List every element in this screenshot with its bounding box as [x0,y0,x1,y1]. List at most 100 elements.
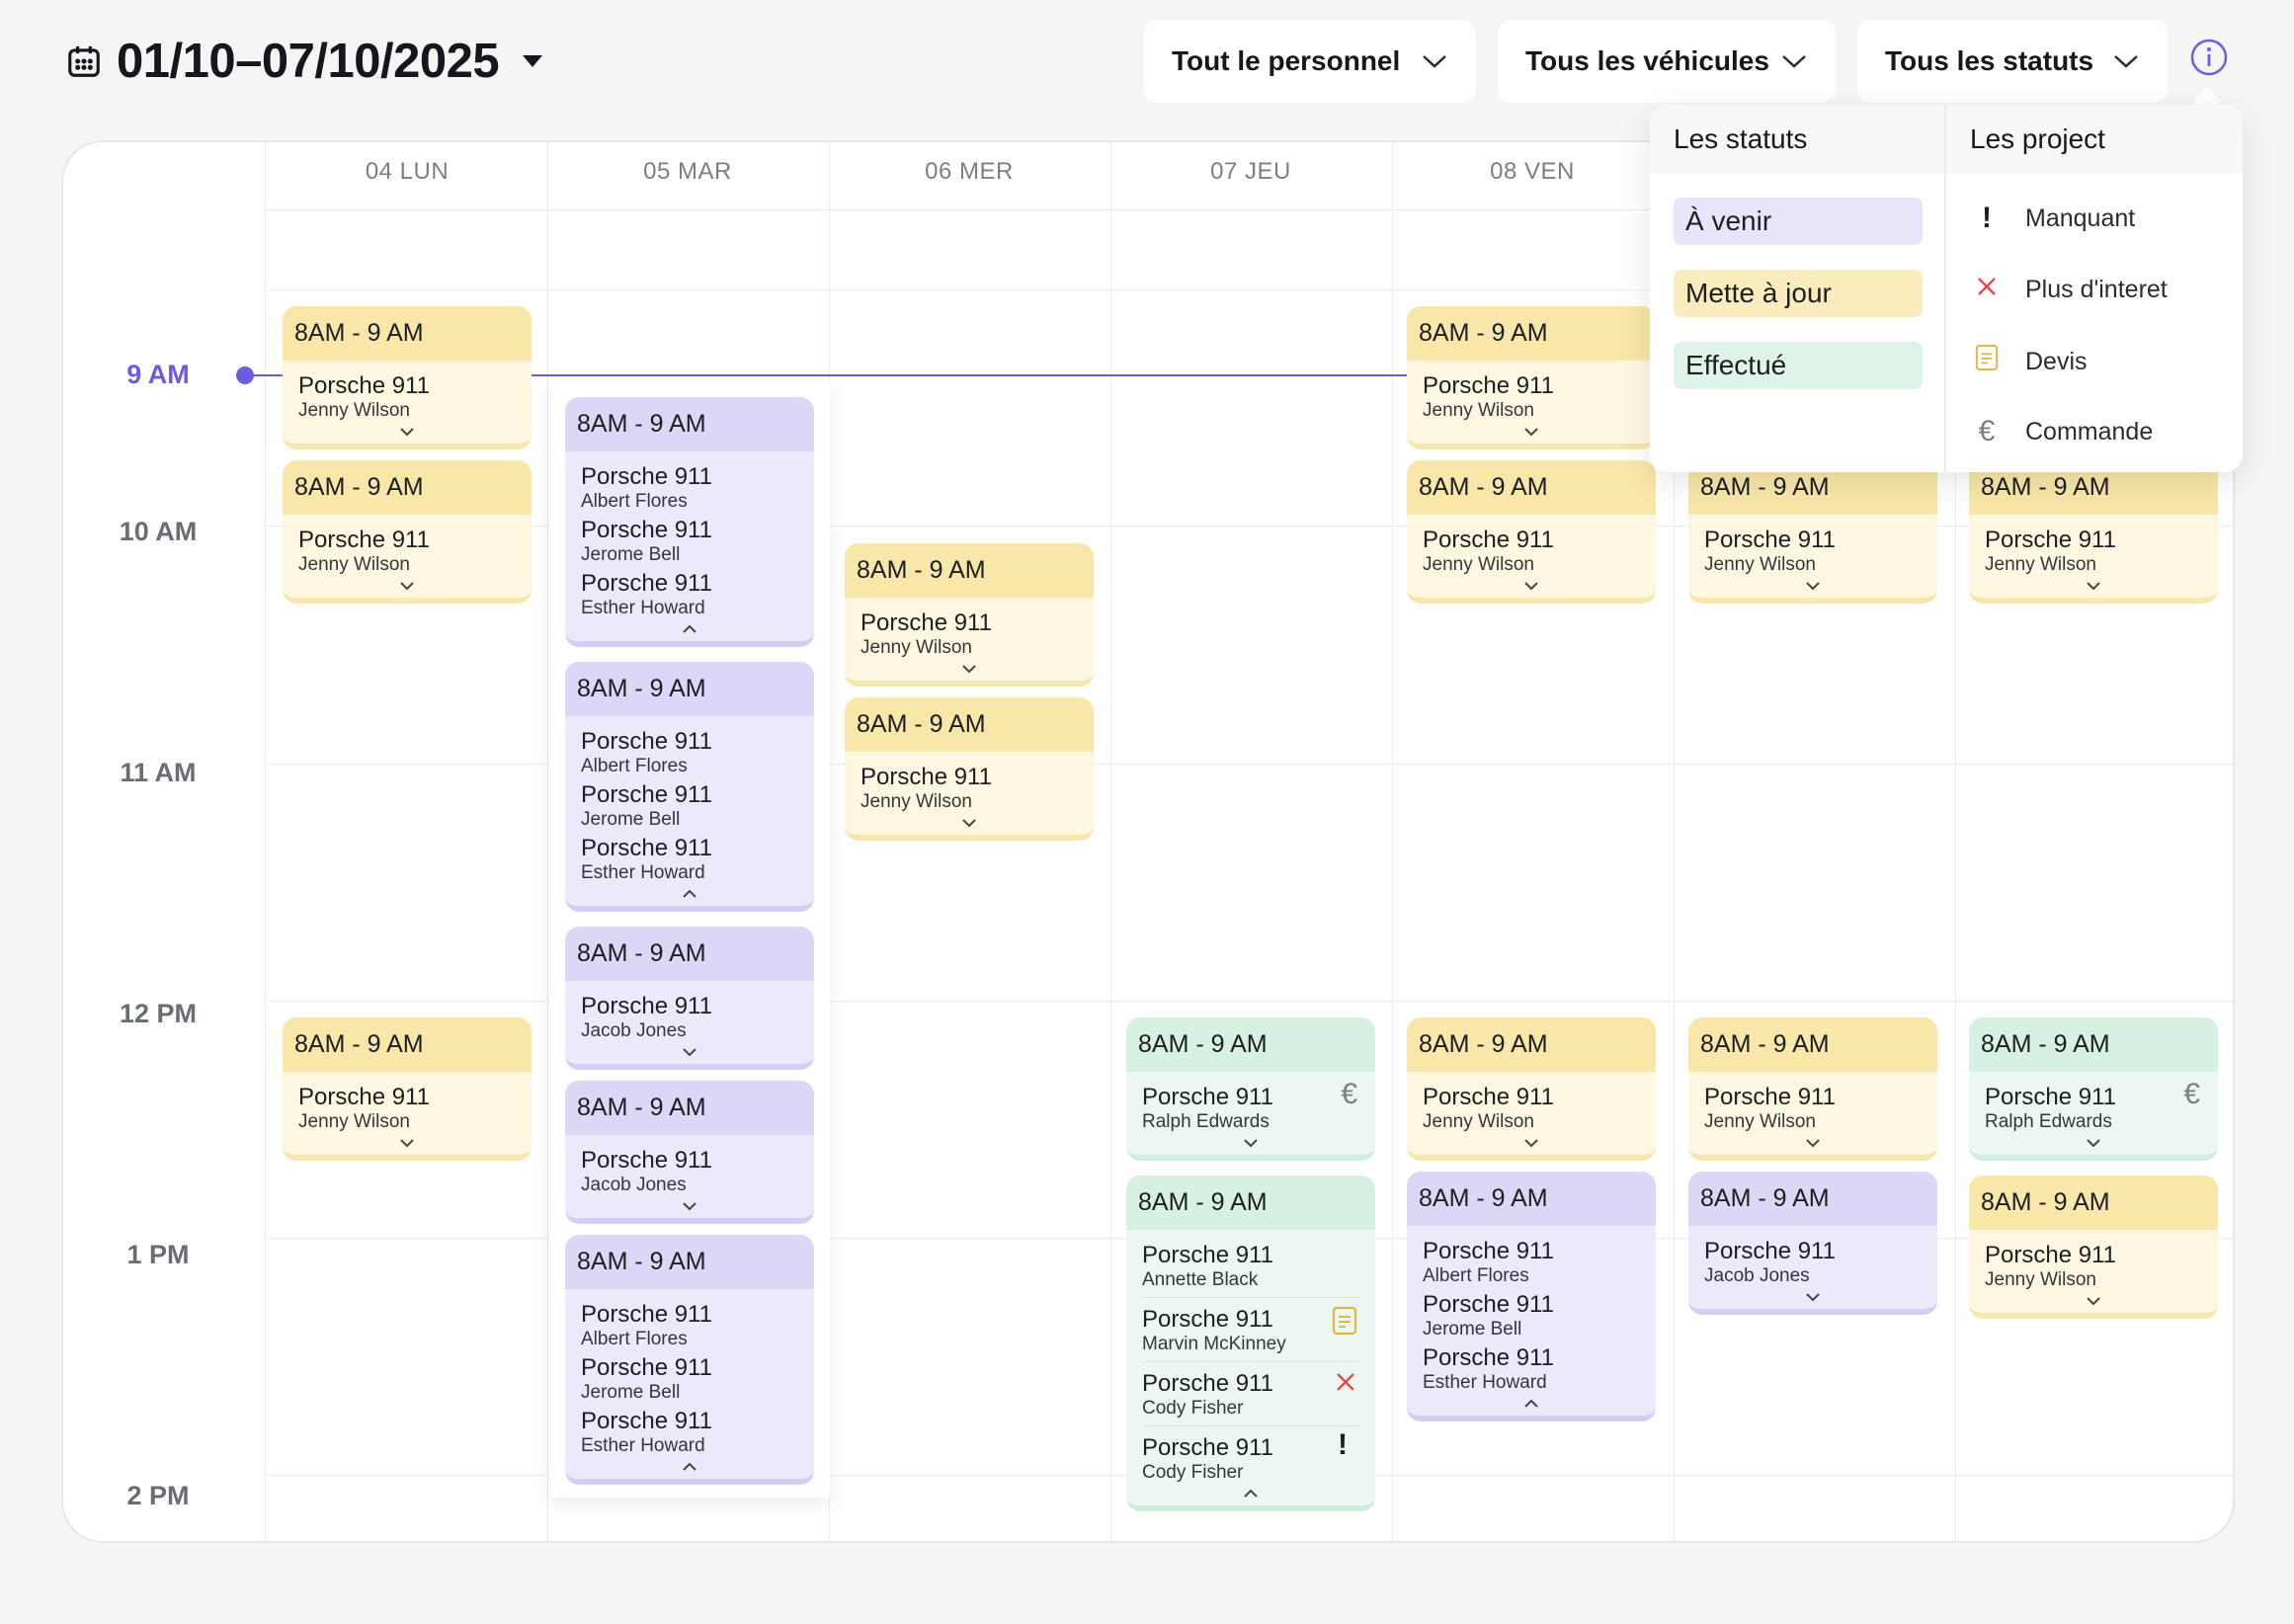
staff-name: Jenny Wilson [1704,1111,1816,1132]
status-filter-dropdown[interactable]: Tous les statuts [1857,20,2168,103]
event-card[interactable]: 8AM - 9 AM Porsche 911 Jenny Wilson [283,306,532,449]
event-card[interactable]: 8AM - 9 AM € Porsche 911 Ralph Edwards [1969,1017,2218,1161]
legend-popover: Les statuts À venir Mette à jour Effectu… [1650,105,2243,472]
cross-icon [1970,273,2004,306]
staff-name: Jacob Jones [1704,1265,1810,1286]
staff-name: Jenny Wilson [1985,1269,2096,1290]
staff-name: Esther Howard [581,862,705,883]
vehicle-name: Porsche 911 [1985,1084,2116,1110]
event-card[interactable]: 8AM - 9 AM Porsche 911 Jacob Jones [565,1081,814,1224]
collapse-chevron-icon[interactable] [581,888,798,906]
event-card[interactable]: 8AM - 9 AM Porsche 911 Jenny Wilson [283,1017,532,1161]
event-card[interactable]: 8AM - 9 AM Porsche 911 Jenny Wilson [1407,1017,1656,1161]
staff-name: Jenny Wilson [298,1111,410,1132]
hour-gridline [265,526,2234,527]
expand-chevron-icon[interactable] [1704,1291,1922,1309]
date-range-label: 01/10–07/10/2025 [117,35,500,88]
collapse-chevron-icon[interactable] [581,623,798,641]
event-card[interactable]: 8AM - 9 AM Porsche 911 Jenny Wilson [1407,460,1656,604]
cross-icon [1334,1370,1357,1400]
expand-chevron-icon[interactable] [1704,1137,1922,1155]
hour-label-current: 9 AM [126,360,190,389]
project-legend-title: Les project [1946,105,2243,174]
event-card[interactable]: 8AM - 9 AM Porsche 911 Albert Flores Pors… [565,662,814,912]
event-card[interactable]: 8AM - 9 AM € Porsche 911 Ralph Edwards [1126,1017,1375,1161]
vehicle-name: Porsche 911 [1423,372,1554,399]
staff-name: Esther Howard [581,598,705,618]
vehicle-name: Porsche 911 [1423,1344,1554,1371]
expand-chevron-icon[interactable] [1423,580,1640,598]
expand-chevron-icon[interactable] [1423,1137,1640,1155]
expand-chevron-icon[interactable] [1985,1295,2202,1313]
hour-gridline [265,289,2234,290]
vehicle-filter-label: Tous les véhicules [1525,45,1769,76]
staff-name: Jenny Wilson [1423,554,1534,575]
event-card[interactable]: 8AM - 9 AM Porsche 911 Jenny Wilson [1407,306,1656,449]
vehicle-name: Porsche 911 [1985,527,2116,553]
staff-name: Annette Black [1142,1269,1259,1290]
expand-chevron-icon[interactable] [1704,580,1922,598]
event-time: 8AM - 9 AM [565,397,814,451]
vehicle-name: Porsche 911 [1142,1242,1273,1268]
vehicle-filter-dropdown[interactable]: Tous les véhicules [1498,20,1836,103]
event-card[interactable]: 8AM - 9 AM Porsche 911 Jenny Wilson [283,460,532,604]
current-time-dot [236,366,254,384]
staff-name: Albert Flores [581,1329,688,1349]
expand-chevron-icon[interactable] [860,663,1078,681]
expand-chevron-icon[interactable] [1985,580,2202,598]
calendar-icon [65,42,103,80]
expand-chevron-icon[interactable] [860,817,1078,835]
expand-chevron-icon[interactable] [1985,1137,2202,1155]
hour-label: 11 AM [120,758,197,787]
staff-filter-dropdown[interactable]: Tout le personnel [1144,20,1476,103]
staff-name: Albert Flores [581,756,688,776]
collapse-chevron-icon[interactable] [1142,1488,1359,1505]
event-card[interactable]: 8AM - 9 AM Porsche 911 Jenny Wilson [1688,1017,1937,1161]
status-chip-a-venir: À venir [1674,198,1923,245]
expand-chevron-icon[interactable] [298,580,516,598]
expand-chevron-icon[interactable] [298,1137,516,1155]
column-divider [1955,140,1956,1543]
staff-name: Jerome Bell [581,1382,681,1403]
event-card[interactable]: 8AM - 9 AM Porsche 911 Albert Flores Pors… [565,1235,814,1485]
event-card[interactable]: 8AM - 9 AM Porsche 911 Albert Flores Pors… [565,397,814,647]
info-icon [2189,38,2229,82]
staff-name: Albert Flores [581,491,688,512]
event-card[interactable]: 8AM - 9 AM Porsche 911 Albert Flores Pors… [1407,1172,1656,1421]
status-filter-label: Tous les statuts [1885,45,2094,76]
collapse-chevron-icon[interactable] [581,1461,798,1479]
expand-chevron-icon[interactable] [581,1200,798,1218]
event-card[interactable]: 8AM - 9 AM Porsche 911 Jenny Wilson [845,543,1094,687]
staff-name: Albert Flores [1423,1265,1529,1286]
vehicle-name: Porsche 911 [581,570,712,597]
event-card[interactable]: 8AM - 9 AM Porsche 911 Jenny Wilson [1688,460,1937,604]
day-header: 08 VEN [1490,158,1575,185]
info-button[interactable] [2187,38,2231,81]
event-card[interactable]: 8AM - 9 AM Porsche 911 Annette Black Pors… [1126,1176,1375,1511]
expand-chevron-icon[interactable] [1142,1137,1359,1155]
vehicle-name: Porsche 911 [1423,1291,1554,1318]
expand-chevron-icon[interactable] [298,426,516,444]
vehicle-name: Porsche 911 [581,1301,712,1328]
event-card[interactable]: 8AM - 9 AM Porsche 911 Jacob Jones [565,927,814,1070]
staff-name: Esther Howard [581,1435,705,1456]
vehicle-name: Porsche 911 [1142,1306,1273,1333]
vehicle-name: Porsche 911 [1142,1434,1273,1461]
staff-name: Cody Fisher [1142,1398,1244,1419]
event-card[interactable]: 8AM - 9 AM Porsche 911 Jenny Wilson [1969,460,2218,604]
staff-name: Jerome Bell [1423,1319,1522,1340]
vehicle-name: Porsche 911 [1142,1084,1273,1110]
hour-label: 2 PM [126,1481,190,1510]
legend-label: Manquant [2025,203,2136,232]
status-legend-title: Les statuts [1650,105,1944,174]
collapse-chevron-icon[interactable] [1423,1398,1640,1416]
expand-chevron-icon[interactable] [581,1046,798,1064]
event-card[interactable]: 8AM - 9 AM Porsche 911 Jenny Wilson [1969,1176,2218,1319]
date-range-picker[interactable]: 01/10–07/10/2025 [65,30,543,93]
staff-name: Jacob Jones [581,1175,687,1195]
event-time: 8AM - 9 AM [1407,1017,1656,1072]
event-card[interactable]: 8AM - 9 AM Porsche 911 Jacob Jones [1688,1172,1937,1315]
event-card[interactable]: 8AM - 9 AM Porsche 911 Jenny Wilson [845,697,1094,841]
vehicle-name: Porsche 911 [1142,1370,1273,1397]
expand-chevron-icon[interactable] [1423,426,1640,444]
